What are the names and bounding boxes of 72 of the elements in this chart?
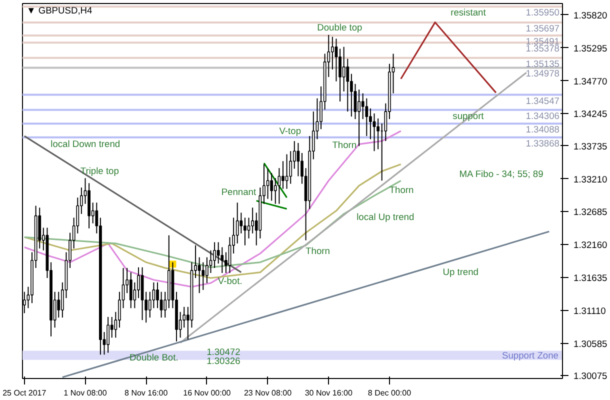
candlestick (213, 242, 216, 268)
candlestick (198, 256, 201, 294)
annotation: Triple top (80, 166, 119, 176)
candlestick (338, 48, 342, 102)
candlestick (282, 160, 284, 190)
candlestick (365, 98, 368, 137)
annotation: Thorn (306, 246, 330, 256)
y-tick-label: 1.30585 (574, 339, 608, 350)
x-tick-label: 16 Nov 00:00 (183, 388, 232, 398)
y-tick-label: 1.30075 (574, 371, 608, 382)
y-tick-label: 1.34245 (574, 109, 608, 120)
ref-line-label: 1.34978 (526, 68, 560, 79)
candlestick (342, 46, 346, 92)
x-tick-label: 25 Oct 2017 (2, 388, 47, 398)
candlestick (358, 89, 360, 147)
ref-line-label: 1.34306 (526, 110, 560, 121)
x-tick-label: 23 Nov 08:00 (244, 388, 292, 398)
annotation: 1.30326 (206, 356, 240, 366)
candlestick (156, 282, 159, 309)
y-tick-label: 1.34770 (574, 76, 608, 86)
ref-line-label: 1.35135 (526, 58, 560, 69)
annotation: 1.30472 (206, 347, 240, 358)
annotation: V-top (279, 126, 302, 136)
annotation: Double top (317, 22, 362, 32)
x-tick-label: 8 Dec 00:00 (368, 388, 412, 398)
candlestick (330, 36, 334, 70)
annotation: Pennant (221, 186, 256, 197)
candlestick (202, 262, 205, 290)
annotation: support (452, 111, 484, 122)
ref-line-label: 1.35378 (526, 44, 560, 54)
y-tick-label: 1.31110 (574, 306, 606, 316)
ref-line-label: 1.35491 (526, 36, 560, 46)
annotation: Up trend (442, 266, 478, 277)
annotation: resistant (450, 7, 486, 18)
x-tick-label: 1 Nov 08:00 (64, 388, 108, 398)
annotation: Thorn (332, 140, 357, 150)
candlestick (57, 291, 60, 318)
candlestick (266, 168, 270, 200)
candlestick (270, 172, 274, 202)
x-tick-label: 30 Nov 16:00 (304, 388, 353, 398)
y-tick-label: 1.33735 (574, 141, 608, 152)
y-tick-label: 1.31635 (574, 273, 608, 284)
annotation: V-bot. (218, 276, 242, 286)
annotation: Double Bot. (130, 352, 178, 363)
candlestick (129, 272, 132, 309)
y-tick-label: 1.32160 (574, 240, 608, 250)
chart-title: ▼ GBPUSD,H4 (26, 6, 92, 16)
ref-line-label: 1.35950 (526, 8, 560, 18)
y-tick-label: 1.35820 (574, 10, 608, 20)
candlestick (369, 108, 372, 140)
y-tick-label: 1.32685 (574, 207, 608, 218)
ref-line-label: 1.34088 (526, 124, 560, 135)
candlestick (240, 212, 243, 234)
annotation: local Down trend (50, 139, 120, 150)
annotation: Thorn (389, 185, 414, 196)
candlestick (106, 316, 110, 354)
candlestick (236, 202, 239, 244)
annotation: MA Fibo - 34; 55; 89 (459, 169, 544, 180)
band-label: Support Zone (502, 350, 559, 360)
ref-line-label: 1.35697 (526, 24, 560, 34)
candlestick (137, 266, 140, 299)
x-tick-label: 8 Nov 16:00 (124, 388, 168, 398)
ref-line-label: 1.34547 (526, 96, 560, 106)
candlestick (372, 112, 376, 152)
y-tick-label: 1.33210 (574, 174, 608, 184)
y-tick-label: 1.35295 (574, 43, 608, 54)
candlestick (209, 250, 212, 274)
candlestick (278, 168, 281, 204)
candlestick (244, 217, 246, 246)
annotation: local Up trend (356, 212, 414, 222)
candlestick (376, 118, 380, 150)
ref-line-label: 1.33868 (526, 138, 560, 148)
